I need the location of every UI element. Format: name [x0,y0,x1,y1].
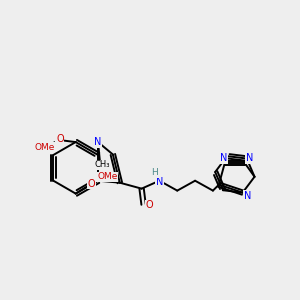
Text: N: N [244,190,251,201]
Text: OMe: OMe [35,142,55,152]
Text: O: O [56,134,64,144]
Text: N: N [94,137,102,147]
Text: CH₃: CH₃ [94,160,110,169]
Text: N: N [220,153,227,163]
Text: H: H [151,168,158,177]
Text: O: O [146,200,153,211]
Text: O: O [88,179,95,189]
Text: N: N [246,153,253,163]
Text: N: N [156,177,163,187]
Text: OMe: OMe [97,172,118,181]
